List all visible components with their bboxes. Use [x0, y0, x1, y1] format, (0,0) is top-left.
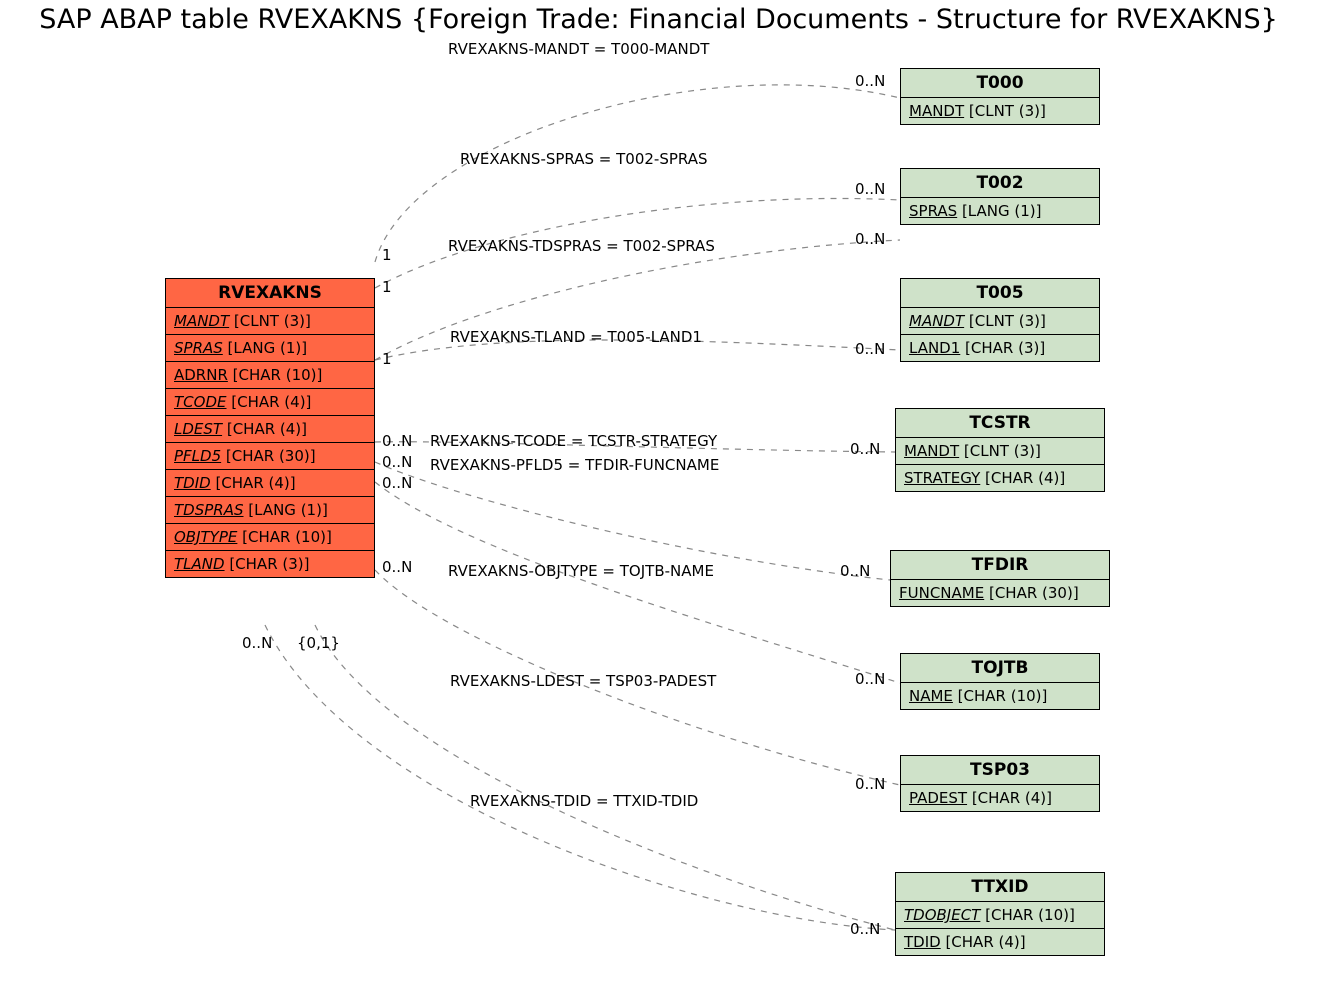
entity-field-row: TCODE [CHAR (4)] [166, 389, 374, 416]
entity-header: T000 [901, 69, 1099, 98]
cardinality-left-7: 0..N [242, 634, 272, 652]
entity-header: TCSTR [896, 409, 1104, 438]
entity-header: TTXID [896, 873, 1104, 902]
cardinality-right-7: 0..N [855, 775, 885, 793]
edge-label-5: RVEXAKNS-PFLD5 = TFDIR-FUNCNAME [430, 456, 719, 474]
entity-field-row: MANDT [CLNT (3)] [901, 98, 1099, 124]
entity-field-row: TDID [CHAR (4)] [166, 470, 374, 497]
ref-entity-t002: T002SPRAS [LANG (1)] [900, 168, 1100, 225]
edge-label-7: RVEXAKNS-LDEST = TSP03-PADEST [450, 672, 716, 690]
ref-entity-t000: T000MANDT [CLNT (3)] [900, 68, 1100, 125]
entity-field-row: PADEST [CHAR (4)] [901, 785, 1099, 811]
entity-field-row: TDOBJECT [CHAR (10)] [896, 902, 1104, 929]
entity-field-row: ADRNR [CHAR (10)] [166, 362, 374, 389]
entity-field-row: PFLD5 [CHAR (30)] [166, 443, 374, 470]
cardinality-left-5: 0..N [382, 474, 412, 492]
edge-label-1: RVEXAKNS-SPRAS = T002-SPRAS [460, 150, 708, 168]
entity-field-row: TDID [CHAR (4)] [896, 929, 1104, 955]
entity-field-row: LAND1 [CHAR (3)] [901, 335, 1099, 361]
edge-label-8: RVEXAKNS-TDID = TTXID-TDID [470, 792, 698, 810]
entity-field-row: OBJTYPE [CHAR (10)] [166, 524, 374, 551]
entity-field-row: NAME [CHAR (10)] [901, 683, 1099, 709]
cardinality-left-3: 0..N [382, 432, 412, 450]
cardinality-left-1: 1 [382, 278, 392, 296]
diagram-stage: SAP ABAP table RVEXAKNS {Foreign Trade: … [0, 0, 1317, 984]
cardinality-right-6: 0..N [855, 670, 885, 688]
edge-label-3: RVEXAKNS-TLAND = T005-LAND1 [450, 328, 702, 346]
ref-entity-tojtb: TOJTBNAME [CHAR (10)] [900, 653, 1100, 710]
ref-entity-ttxid: TTXIDTDOBJECT [CHAR (10)]TDID [CHAR (4)] [895, 872, 1105, 956]
cardinality-left-0: 1 [382, 246, 392, 264]
cardinality-left-8: {0,1} [297, 634, 340, 652]
ref-entity-t005: T005MANDT [CLNT (3)]LAND1 [CHAR (3)] [900, 278, 1100, 362]
edge-label-6: RVEXAKNS-OBJTYPE = TOJTB-NAME [448, 562, 714, 580]
entity-field-row: SPRAS [LANG (1)] [166, 335, 374, 362]
cardinality-left-4: 0..N [382, 453, 412, 471]
cardinality-right-4: 0..N [850, 440, 880, 458]
entity-field-row: MANDT [CLNT (3)] [166, 308, 374, 335]
entity-header: T002 [901, 169, 1099, 198]
entity-header: TSP03 [901, 756, 1099, 785]
page-title: SAP ABAP table RVEXAKNS {Foreign Trade: … [0, 4, 1317, 35]
entity-field-row: TDSPRAS [LANG (1)] [166, 497, 374, 524]
ref-entity-tcstr: TCSTRMANDT [CLNT (3)]STRATEGY [CHAR (4)] [895, 408, 1105, 492]
cardinality-left-6: 0..N [382, 558, 412, 576]
cardinality-right-0: 0..N [855, 72, 885, 90]
entity-field-row: STRATEGY [CHAR (4)] [896, 465, 1104, 491]
entity-field-row: LDEST [CHAR (4)] [166, 416, 374, 443]
cardinality-right-1: 0..N [855, 180, 885, 198]
cardinality-right-3: 0..N [855, 340, 885, 358]
cardinality-right-5: 0..N [840, 562, 870, 580]
edge-label-2: RVEXAKNS-TDSPRAS = T002-SPRAS [448, 237, 715, 255]
entity-header: TOJTB [901, 654, 1099, 683]
cardinality-right-2: 0..N [855, 230, 885, 248]
edge-label-4: RVEXAKNS-TCODE = TCSTR-STRATEGY [430, 432, 717, 450]
entity-field-row: MANDT [CLNT (3)] [901, 308, 1099, 335]
main-entity-table: RVEXAKNSMANDT [CLNT (3)]SPRAS [LANG (1)]… [165, 278, 375, 578]
entity-header: T005 [901, 279, 1099, 308]
entity-header: RVEXAKNS [166, 279, 374, 308]
entity-field-row: FUNCNAME [CHAR (30)] [891, 580, 1109, 606]
entity-header: TFDIR [891, 551, 1109, 580]
cardinality-right-8: 0..N [850, 920, 880, 938]
cardinality-left-2: 1 [382, 350, 392, 368]
ref-entity-tsp03: TSP03PADEST [CHAR (4)] [900, 755, 1100, 812]
edge-label-0: RVEXAKNS-MANDT = T000-MANDT [448, 40, 709, 58]
entity-field-row: MANDT [CLNT (3)] [896, 438, 1104, 465]
entity-field-row: TLAND [CHAR (3)] [166, 551, 374, 577]
entity-field-row: SPRAS [LANG (1)] [901, 198, 1099, 224]
ref-entity-tfdir: TFDIRFUNCNAME [CHAR (30)] [890, 550, 1110, 607]
